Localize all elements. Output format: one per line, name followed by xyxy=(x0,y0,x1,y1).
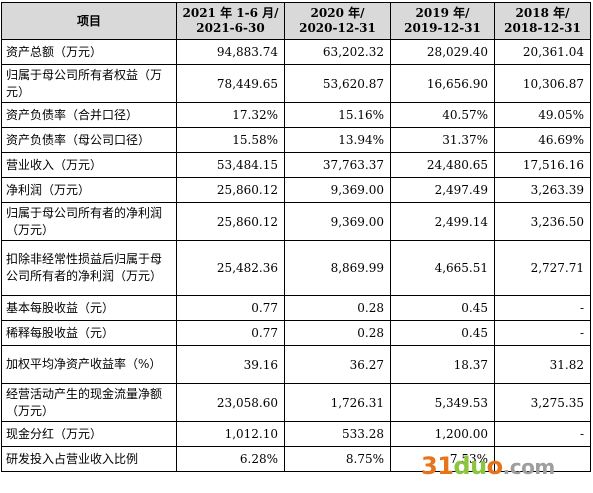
cell-value: 1,012.10 xyxy=(176,421,285,447)
cell-value: 9,369.00 xyxy=(284,177,391,203)
cell-value: 31.37% xyxy=(390,127,495,153)
cell-value: 25,860.12 xyxy=(176,177,285,203)
cell-value: 31.82 xyxy=(494,345,591,384)
cell-value: 53,484.15 xyxy=(176,152,285,178)
row-label: 营业收入（万元） xyxy=(1,152,177,178)
cell-value: 15.16% xyxy=(284,102,391,128)
table-row: 资产负债率（合并口径） 17.32% 15.16% 40.57% 49.05% xyxy=(1,102,591,128)
table-row: 归属于母公司所有者权益（万元） 78,449.65 53,620.87 16,6… xyxy=(1,64,591,103)
table-header-row: 项目 2021 年 1-6 月/ 2021-6-30 2020 年/ 2020-… xyxy=(1,2,591,40)
cell-value: 46.69% xyxy=(494,127,591,153)
table-row: 资产负债率（母公司口径） 15.58% 13.94% 31.37% 46.69% xyxy=(1,127,591,153)
cell-value: 0.77 xyxy=(176,295,285,321)
cell-value: 533.28 xyxy=(284,421,391,447)
row-label: 资产负债率（合并口径） xyxy=(1,102,177,128)
cell-value: 3,263.39 xyxy=(494,177,591,203)
row-label: 扣除非经常性损益后归属于母公司所有者的净利润（万元） xyxy=(1,240,177,296)
row-label: 资产负债率（母公司口径） xyxy=(1,127,177,153)
cell-value: - xyxy=(494,295,591,321)
table-row: 加权平均净资产收益率（%） 39.16 36.27 18.37 31.82 xyxy=(1,345,591,384)
site-watermark-logo: 31duo.com xyxy=(421,452,591,482)
cell-value: 8.75% xyxy=(284,446,391,472)
row-label: 归属于母公司所有者的净利润（万元） xyxy=(1,202,177,241)
cell-value: 1,726.31 xyxy=(284,383,391,422)
cell-value: 3,275.35 xyxy=(494,383,591,422)
cell-value: 17.32% xyxy=(176,102,285,128)
cell-value: 10,306.87 xyxy=(494,64,591,103)
cell-value: 0.28 xyxy=(284,295,391,321)
cell-value: 4,665.51 xyxy=(390,240,495,296)
cell-value: 25,860.12 xyxy=(176,202,285,241)
row-label: 加权平均净资产收益率（%） xyxy=(1,345,177,384)
watermark-part: 31 xyxy=(421,452,454,480)
cell-value: 3,236.50 xyxy=(494,202,591,241)
financial-data-table: 项目 2021 年 1-6 月/ 2021-6-30 2020 年/ 2020-… xyxy=(1,2,591,472)
cell-value: 37,763.37 xyxy=(284,152,391,178)
row-label: 基本每股收益（元） xyxy=(1,295,177,321)
cell-value: 2,497.49 xyxy=(390,177,495,203)
table-row: 研发投入占营业收入比例 6.28% 8.75% 7.53% xyxy=(1,446,591,472)
table-row: 净利润（万元） 25,860.12 9,369.00 2,497.49 3,26… xyxy=(1,177,591,203)
table-row: 经营活动产生的现金流量净额（万元） 23,058.60 1,726.31 5,3… xyxy=(1,383,591,422)
cell-value: 78,449.65 xyxy=(176,64,285,103)
row-label: 归属于母公司所有者权益（万元） xyxy=(1,64,177,103)
row-label: 现金分红（万元） xyxy=(1,421,177,447)
cell-value: 36.27 xyxy=(284,345,391,384)
header-2019: 2019 年/ 2019-12-31 xyxy=(390,2,495,40)
cell-value: 25,482.36 xyxy=(176,240,285,296)
table-row: 基本每股收益（元） 0.77 0.28 0.45 - xyxy=(1,295,591,321)
row-label: 经营活动产生的现金流量净额（万元） xyxy=(1,383,177,422)
cell-value: 24,480.65 xyxy=(390,152,495,178)
cell-value: 2,727.71 xyxy=(494,240,591,296)
cell-value: 94,883.74 xyxy=(176,39,285,65)
cell-value: 1,200.00 xyxy=(390,421,495,447)
row-label: 净利润（万元） xyxy=(1,177,177,203)
cell-value: 18.37 xyxy=(390,345,495,384)
cell-value: 2,499.14 xyxy=(390,202,495,241)
table-row: 扣除非经常性损益后归属于母公司所有者的净利润（万元） 25,482.36 8,8… xyxy=(1,240,591,296)
cell-value: 9,369.00 xyxy=(284,202,391,241)
cell-value: - xyxy=(494,320,591,346)
cell-value: 20,361.04 xyxy=(494,39,591,65)
table-row: 现金分红（万元） 1,012.10 533.28 1,200.00 - xyxy=(1,421,591,447)
watermark-part: du xyxy=(453,452,487,480)
cell-value: 28,029.40 xyxy=(390,39,495,65)
header-2021h1: 2021 年 1-6 月/ 2021-6-30 xyxy=(176,2,285,40)
cell-value: 23,058.60 xyxy=(176,383,285,422)
cell-value: 8,869.99 xyxy=(284,240,391,296)
cell-value: - xyxy=(494,421,591,447)
cell-value: 0.77 xyxy=(176,320,285,346)
watermark-part: o xyxy=(486,452,504,480)
table-row: 归属于母公司所有者的净利润（万元） 25,860.12 9,369.00 2,4… xyxy=(1,202,591,241)
cell-value: 17,516.16 xyxy=(494,152,591,178)
table-row: 资产总额（万元） 94,883.74 63,202.32 28,029.40 2… xyxy=(1,39,591,65)
cell-value: 0.28 xyxy=(284,320,391,346)
table-row: 营业收入（万元） 53,484.15 37,763.37 24,480.65 1… xyxy=(1,152,591,178)
table-row: 稀释每股收益（元） 0.77 0.28 0.45 - xyxy=(1,320,591,346)
cell-value: 0.45 xyxy=(390,320,495,346)
header-2018: 2018 年/ 2018-12-31 xyxy=(494,2,591,40)
cell-value: 40.57% xyxy=(390,102,495,128)
cell-value xyxy=(494,446,591,472)
cell-value: 63,202.32 xyxy=(284,39,391,65)
cell-value: 49.05% xyxy=(494,102,591,128)
row-label: 稀释每股收益（元） xyxy=(1,320,177,346)
cell-value: 53,620.87 xyxy=(284,64,391,103)
cell-value: 16,656.90 xyxy=(390,64,495,103)
cell-value: 7.53% xyxy=(390,446,495,472)
cell-value: 39.16 xyxy=(176,345,285,384)
watermark-part: .com xyxy=(502,455,556,479)
cell-value: 6.28% xyxy=(176,446,285,472)
header-item: 项目 xyxy=(1,2,177,40)
row-label: 资产总额（万元） xyxy=(1,39,177,65)
row-label: 研发投入占营业收入比例 xyxy=(1,446,177,472)
cell-value: 13.94% xyxy=(284,127,391,153)
cell-value: 15.58% xyxy=(176,127,285,153)
cell-value: 0.45 xyxy=(390,295,495,321)
header-2020: 2020 年/ 2020-12-31 xyxy=(284,2,391,40)
cell-value: 5,349.53 xyxy=(390,383,495,422)
